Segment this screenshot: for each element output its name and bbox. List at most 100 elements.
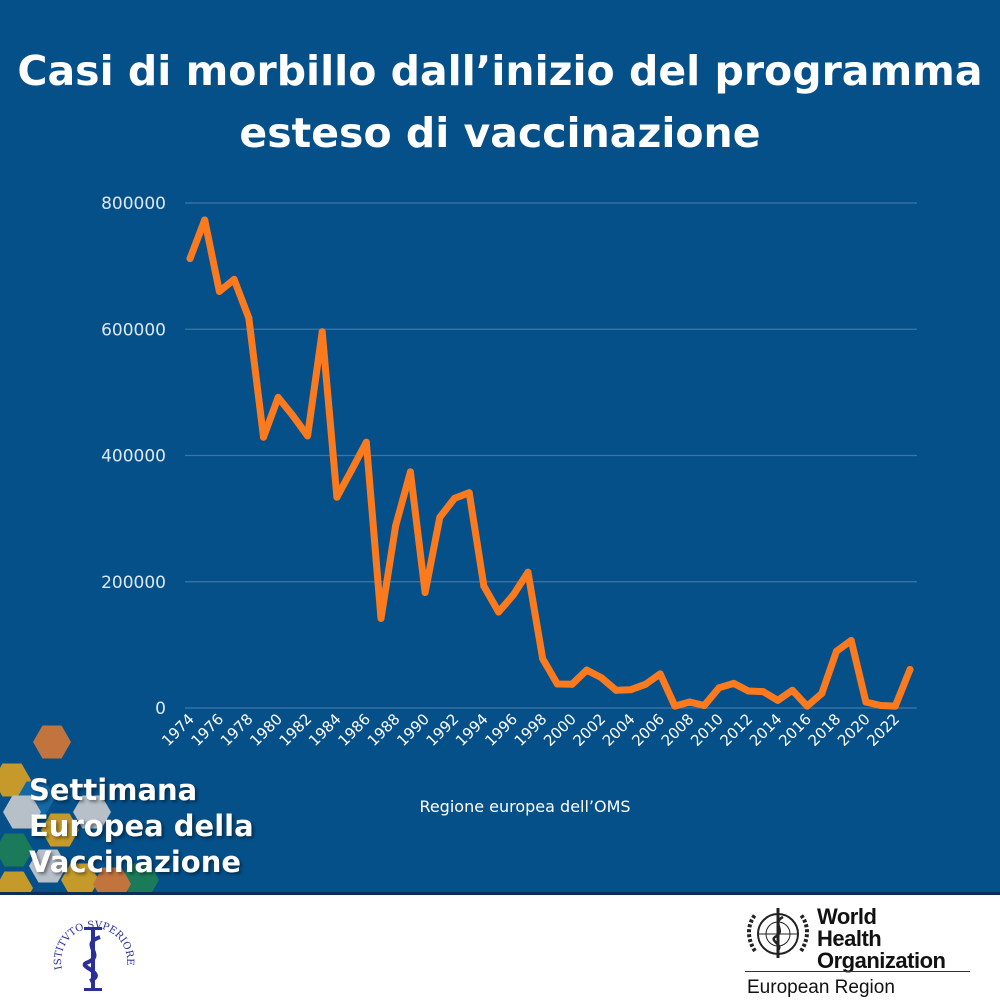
hexagon-shape <box>121 863 159 897</box>
who-region: European Region <box>747 977 895 998</box>
who-name-line-1: World Health <box>817 904 882 951</box>
data-point <box>877 701 885 709</box>
data-point <box>862 698 870 706</box>
data-point <box>509 591 517 599</box>
data-point <box>377 614 385 622</box>
series-line <box>186 216 914 710</box>
data-point <box>215 287 223 295</box>
data-point <box>759 688 767 696</box>
hexagon-shape <box>41 813 79 847</box>
data-point <box>406 468 414 476</box>
x-tick-label: 1996 <box>481 710 521 750</box>
who-logo: World Health Organization European Regio… <box>745 903 970 998</box>
who-emblem-icon <box>747 908 809 958</box>
data-point <box>774 696 782 704</box>
x-tick-label: 1982 <box>276 710 316 750</box>
x-tick-label: 1986 <box>334 710 374 750</box>
who-name: World Health Organization <box>817 904 946 973</box>
data-point <box>627 686 635 694</box>
data-point <box>392 522 400 530</box>
footer: ISTITVTO SVPERIORE DI SANITÀ World Healt… <box>0 892 1000 1003</box>
y-tick-label: 200000 <box>101 573 166 593</box>
data-point <box>656 670 664 678</box>
x-tick-label: 1976 <box>187 710 227 750</box>
y-tick-label: 800000 <box>101 194 166 214</box>
data-point <box>906 665 914 673</box>
who-name-line-2: Organization <box>817 948 946 973</box>
x-tick-label: 2000 <box>540 710 580 750</box>
data-point <box>539 655 547 663</box>
chart-title: Casi di morbillo dall’inizio del program… <box>0 40 1000 164</box>
data-point <box>436 513 444 521</box>
data-point <box>186 255 194 263</box>
data-point <box>465 489 473 497</box>
campaign-line-3: Vaccinazione <box>29 845 242 879</box>
x-tick-label: 2010 <box>687 710 727 750</box>
y-tick-label: 0 <box>155 699 166 719</box>
data-point <box>583 666 591 674</box>
title-line-1: Casi di morbillo dall’inizio del program… <box>17 47 983 95</box>
divider <box>745 971 970 972</box>
y-tick-label: 400000 <box>101 447 166 467</box>
data-point <box>847 636 855 644</box>
data-point <box>450 494 458 502</box>
data-point <box>348 466 356 474</box>
data-point <box>642 680 650 688</box>
y-tick-label: 600000 <box>101 320 166 340</box>
x-axis-label: Regione europea dell’OMS <box>419 797 631 816</box>
title-line-2: esteso di vaccinazione <box>239 109 761 157</box>
data-point <box>480 582 488 590</box>
x-tick-label: 1992 <box>423 710 463 750</box>
data-point <box>274 393 282 401</box>
iss-logo: ISTITVTO SVPERIORE DI SANITÀ <box>43 900 138 1003</box>
x-tick-label: 1988 <box>364 710 404 750</box>
x-tick-label: 1980 <box>246 710 286 750</box>
x-tick-label: 1984 <box>305 710 345 750</box>
x-tick-label: 2018 <box>805 710 845 750</box>
data-point <box>715 684 723 692</box>
hexagon-shape <box>33 725 71 759</box>
x-tick-label: 2016 <box>775 710 815 750</box>
data-point <box>333 493 341 501</box>
data-point <box>201 216 209 224</box>
data-point <box>245 314 253 322</box>
data-point <box>744 687 752 695</box>
campaign-line-1: Settimana <box>29 773 198 807</box>
data-point <box>524 568 532 576</box>
data-point <box>788 686 796 694</box>
data-point <box>700 701 708 709</box>
hexagon-decoration <box>0 725 159 900</box>
hexagon-shape <box>93 867 131 900</box>
x-tick-label: 2002 <box>570 710 610 750</box>
data-point <box>318 328 326 336</box>
hexagon-shape <box>0 833 33 867</box>
data-point <box>818 689 826 697</box>
x-tick-label: 2008 <box>658 710 698 750</box>
x-tick-label: 2022 <box>863 710 903 750</box>
data-point <box>686 698 694 706</box>
data-point <box>259 433 267 441</box>
x-tick-label: 2014 <box>746 710 786 750</box>
data-point <box>612 686 620 694</box>
data-point <box>495 608 503 616</box>
data-point <box>730 679 738 687</box>
data-point <box>568 680 576 688</box>
data-point <box>833 647 841 655</box>
data-point <box>230 275 238 283</box>
hexagon-shape <box>73 795 111 829</box>
data-point <box>289 412 297 420</box>
data-point <box>553 680 561 688</box>
x-tick-label: 2006 <box>628 710 668 750</box>
x-tick-label: 2004 <box>599 710 639 750</box>
campaign-title: Settimana Europea della Vaccinazione <box>29 772 254 880</box>
hexagon-shape <box>29 849 67 883</box>
hexagon-shape <box>61 863 99 897</box>
x-tick-label: 1994 <box>452 710 492 750</box>
data-point <box>803 702 811 710</box>
data-point <box>671 702 679 710</box>
x-tick-label: 2020 <box>834 710 874 750</box>
data-point <box>304 432 312 440</box>
x-tick-label: 2012 <box>716 710 756 750</box>
data-point <box>597 674 605 682</box>
